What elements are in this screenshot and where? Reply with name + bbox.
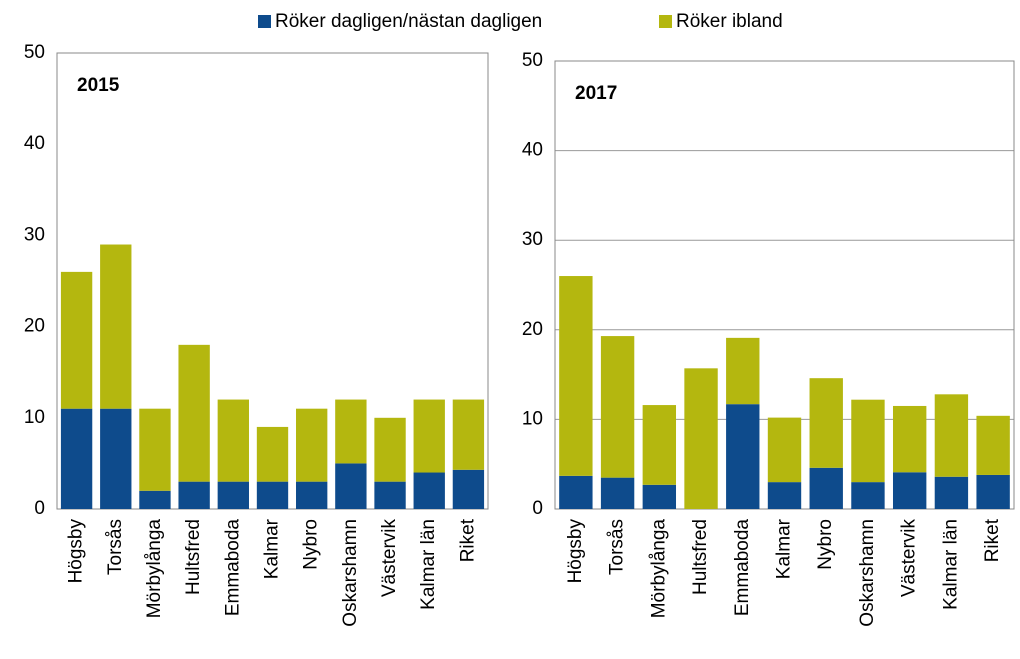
chart-title: 2015	[77, 75, 120, 96]
legend-label: Röker dagligen/nästan dagligen	[275, 11, 542, 32]
x-tick-label: Högsby	[565, 519, 586, 584]
bar-segment	[100, 408, 132, 509]
bar-segment	[217, 399, 249, 482]
y-tick-label: 0	[532, 498, 543, 519]
bar-segment	[892, 472, 927, 509]
x-tick-label: Västervik	[899, 519, 920, 598]
bar-segment	[851, 482, 885, 509]
bar-segment	[139, 408, 171, 491]
bar-segment	[726, 404, 760, 509]
bar-segment	[767, 417, 802, 483]
bar-segment	[976, 474, 1010, 509]
y-tick-label: 40	[522, 140, 543, 161]
y-tick-label: 20	[522, 319, 543, 340]
bar-segment	[934, 476, 969, 509]
y-tick-label: 50	[522, 50, 543, 71]
x-tick-label: Torsås	[105, 519, 126, 575]
x-tick-label: Riket	[982, 518, 1003, 562]
bar-segment	[60, 408, 93, 509]
x-tick-label: Kalmar	[262, 518, 283, 579]
y-tick-label: 10	[24, 407, 45, 428]
bar-segment	[335, 463, 367, 509]
x-tick-label: Emmaboda	[222, 519, 243, 617]
legend-swatch	[659, 15, 672, 28]
bar-segment	[767, 482, 802, 509]
x-tick-label: Kalmar	[774, 518, 795, 579]
bar-segment	[296, 481, 328, 509]
bar-segment	[139, 490, 171, 509]
bar-segment	[559, 475, 593, 509]
x-tick-label: Mörbylånga	[648, 519, 669, 619]
bar-segment	[600, 336, 635, 478]
x-tick-label: Hultsfred	[183, 519, 204, 595]
x-tick-label: Kalmar län	[940, 519, 961, 610]
bar-segment	[642, 484, 677, 509]
x-tick-label: Oskarshamn	[340, 519, 361, 627]
x-tick-label: Oskarshamn	[857, 519, 878, 627]
bar-segment	[413, 399, 445, 473]
x-tick-label: Torsås	[607, 519, 628, 575]
bar-segment	[642, 405, 677, 485]
y-tick-label: 50	[24, 42, 45, 63]
x-tick-label: Hultsfred	[690, 519, 711, 595]
y-tick-label: 40	[24, 133, 45, 154]
x-tick-label: Nybro	[301, 519, 322, 570]
bar-segment	[217, 481, 249, 509]
bar-segment	[809, 467, 843, 509]
y-tick-label: 0	[34, 498, 45, 519]
bar-segment	[374, 481, 406, 509]
x-tick-label: Riket	[457, 518, 478, 562]
y-tick-label: 30	[24, 224, 45, 245]
y-tick-label: 30	[522, 229, 543, 250]
bar-segment	[413, 472, 445, 509]
bar-segment	[559, 276, 593, 476]
bar-segment	[892, 405, 927, 473]
chart-title: 2017	[575, 83, 617, 104]
bar-segment	[976, 415, 1010, 475]
bar-segment	[600, 477, 635, 509]
x-tick-label: Mörbylånga	[144, 519, 165, 619]
x-tick-label: Kalmar län	[418, 519, 439, 610]
bar-segment	[934, 394, 969, 477]
bar-segment	[296, 408, 328, 482]
bar-segment	[256, 426, 289, 482]
bar-segment	[178, 344, 210, 482]
bar-segment	[452, 399, 485, 470]
bar-segment	[684, 368, 718, 509]
x-tick-label: Högsby	[66, 519, 87, 584]
legend-label: Röker ibland	[676, 11, 783, 32]
legend-swatch	[258, 15, 271, 28]
bar-segment	[726, 337, 760, 405]
bar-segment	[851, 399, 885, 483]
bar-segment	[100, 244, 132, 409]
bar-segment	[335, 399, 367, 464]
y-tick-label: 20	[24, 316, 45, 337]
y-tick-label: 10	[522, 408, 543, 429]
bar-segment	[256, 481, 289, 509]
x-tick-label: Emmaboda	[732, 519, 753, 617]
bar-segment	[452, 469, 485, 509]
bar-segment	[60, 271, 93, 409]
x-tick-label: Nybro	[815, 519, 836, 570]
x-tick-label: Västervik	[379, 519, 400, 598]
bar-segment	[374, 417, 406, 482]
bar-segment	[809, 378, 843, 468]
bar-segment	[178, 481, 210, 509]
